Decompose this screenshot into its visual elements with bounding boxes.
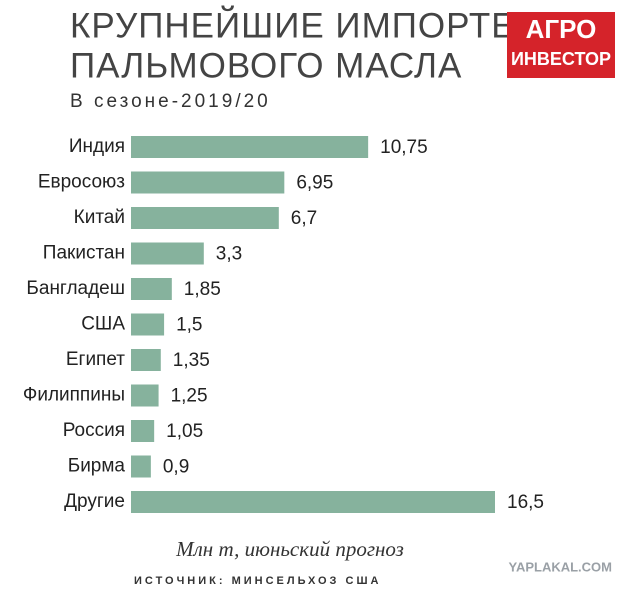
category-label: Филиппины	[23, 385, 125, 406]
category-label: Египет	[66, 349, 125, 370]
value-label: 3,3	[216, 244, 242, 265]
category-label: Китай	[74, 207, 125, 228]
category-label: Индия	[69, 136, 125, 157]
unit-note: Млн т, июньский прогноз	[175, 537, 404, 561]
bar	[131, 349, 161, 371]
value-label: 6,7	[291, 208, 317, 229]
bar	[131, 455, 151, 478]
category-label: Пакистан	[43, 243, 125, 264]
source: ИСТОЧНИК: МИНСЕЛЬХОЗ США	[134, 575, 381, 587]
bar	[131, 491, 495, 513]
chart-title: ПАЛЬМОВОГО МАСЛА	[70, 46, 462, 85]
bar	[131, 384, 159, 407]
subtitle: В сезоне-2019/20	[70, 91, 271, 112]
value-label: 0,9	[163, 457, 189, 478]
logo-text: АГРО	[526, 14, 597, 44]
bar	[131, 136, 369, 158]
chart-title: КРУПНЕЙШИЕ ИМПОРТЕРЫ	[70, 5, 572, 45]
value-label: 1,35	[173, 350, 210, 371]
watermark: YAPLAKAL.COM	[508, 559, 612, 574]
value-label: 10,75	[380, 137, 428, 158]
category-label: Другие	[64, 491, 125, 512]
value-label: 6,95	[296, 173, 333, 194]
bar	[131, 313, 165, 336]
category-label: Россия	[63, 420, 125, 441]
value-label: 16,5	[507, 492, 544, 513]
value-label: 1,05	[166, 421, 203, 442]
value-label: 1,25	[171, 386, 208, 407]
bar	[131, 207, 279, 229]
category-label: Евросоюз	[38, 172, 125, 193]
value-label: 1,85	[184, 279, 221, 300]
bar	[131, 420, 155, 442]
bar	[131, 278, 172, 300]
bar	[131, 171, 285, 194]
logo-box	[507, 12, 615, 78]
logo-text: ИНВЕСТОР	[511, 49, 611, 69]
value-label: 1,5	[176, 315, 202, 336]
category-label: Бангладеш	[26, 278, 125, 299]
bar	[131, 242, 204, 265]
category-label: США	[81, 314, 125, 335]
category-label: Бирма	[68, 456, 126, 477]
